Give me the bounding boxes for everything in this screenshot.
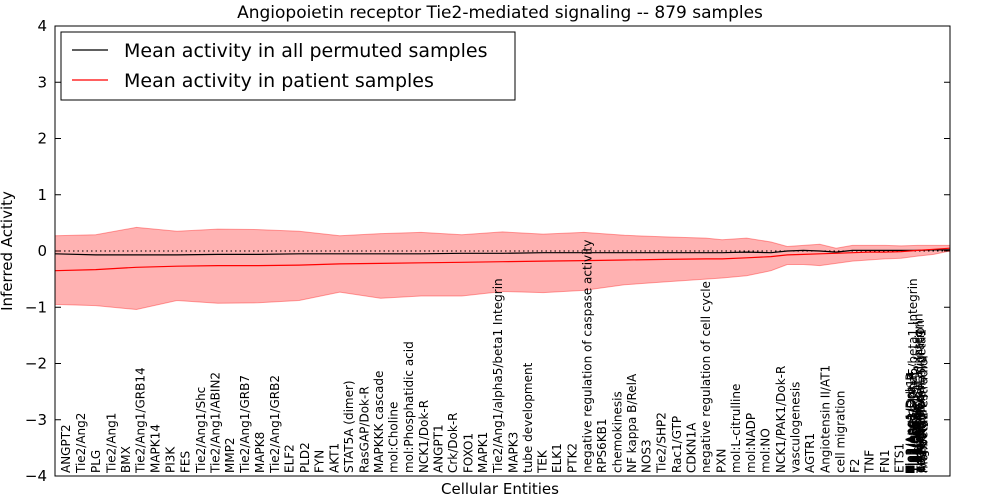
x-category-label: Angiotensin II/AT1 (819, 365, 833, 473)
x-category-label: PLD2 (298, 442, 312, 473)
x-category-label: mol:L-citrulline (729, 384, 743, 473)
x-category-label: MAPK3 (506, 432, 520, 473)
x-category-label: PXN (715, 449, 729, 473)
x-category-label: Tie2/Ang1/ABIN2 (208, 372, 222, 474)
x-category-label: PTK2 (566, 443, 580, 473)
x-category-label: RPS6KB1 (595, 418, 609, 473)
x-category-label: MMP2 (223, 437, 237, 473)
y-tick-label: 0 (37, 242, 47, 260)
legend-label-patient: Mean activity in patient samples (124, 70, 434, 92)
x-category-label: AKT1 (327, 443, 341, 473)
x-category-label: ELF2 (283, 444, 297, 473)
x-category-label: PLG (89, 450, 103, 473)
legend-label-permuted: Mean activity in all permuted samples (124, 40, 487, 62)
x-category-label: endothelial cell migration (913, 320, 927, 473)
chart-title: Angiopoietin receptor Tie2-mediated sign… (237, 3, 763, 23)
x-category-label: MAPK14 (148, 424, 162, 473)
x-category-label: Tie2/GRB14 (910, 403, 924, 475)
x-category-label: RasGAP/Dok-R (357, 386, 371, 473)
x-category-label: Tie2/Ang1/Grb14 (904, 371, 918, 474)
x-axis-title: Cellular Entities (441, 480, 559, 498)
x-category-label: Tie2/Ang1/Dok-R (903, 372, 917, 474)
x-category-label: FYN (313, 450, 327, 473)
x-category-label: TNF (863, 450, 877, 474)
x-category-label: Crk/Dok-R (446, 412, 460, 473)
x-category-label: MAPK1 (476, 432, 490, 473)
x-category-label: Tie2/Ang2/Dok-R (905, 372, 919, 474)
x-category-label: Tie2/alpha5/beta1 Integrin (911, 313, 925, 474)
x-category-label: ANGPT2 (59, 424, 73, 473)
x-axis-labels: ANGPT2 Tie2/Ang2 PLG Tie2/Ang1 BMX Tie2/Ang1/… (59, 240, 931, 474)
x-category-label: NCK1/PAK1/Dok-R (774, 366, 788, 473)
x-category-label: negative regulation of cell cycle (699, 281, 713, 473)
y-tick-label: 2 (37, 130, 47, 148)
x-category-label: NCK1/Dok-R (417, 400, 431, 473)
x-category-label: MAPK8 (253, 432, 267, 473)
x-category-label: vasculogenesis (789, 382, 803, 473)
x-category-label: F2 (848, 458, 862, 473)
legend-box (60, 31, 516, 101)
y-tick-label: −2 (25, 355, 47, 373)
x-category-label: Tie2/Grb2 (909, 414, 923, 474)
y-tick-label: −1 (25, 298, 47, 316)
x-category-label: mol:beta2-estradiol (916, 355, 930, 473)
x-category-label: AGTR1 (803, 433, 817, 473)
x-category-label: Tie2/Ang1/GRB14 (134, 367, 148, 474)
legend: Mean activity in all permuted samples Me… (60, 31, 516, 101)
y-tick-label: 1 (37, 186, 47, 204)
x-category-label: Tie2/ABIN2 (907, 407, 921, 474)
y-tick-label: −4 (25, 467, 47, 485)
x-category-label: mol:NO (758, 428, 772, 473)
x-category-label: STAT5A (dimer) (342, 380, 356, 473)
x-category-label: NF kappa B/RelA (625, 373, 639, 473)
x-category-label: mol:NADP (744, 413, 758, 473)
x-category-label: Angiostatin (916, 405, 930, 473)
x-category-label: cell adhesion (914, 394, 928, 473)
plot-frame (54, 25, 951, 477)
patient-mean-line (54, 247, 951, 272)
x-category-label: Tie2/Ang2 (74, 413, 88, 474)
x-category-label: CDKN1A (684, 422, 698, 473)
x-category-label: FES (178, 451, 192, 473)
x-category-label: mol:Phosphatidic acid (402, 341, 416, 473)
permuted-mean-line (54, 249, 950, 256)
y-tick-label: 3 (37, 73, 47, 91)
x-category-label: Tie2/Ang2/alpha5/beta1 Integrin (906, 278, 920, 474)
x-category-label: Tie2/Shc (907, 422, 921, 474)
x-category-label: ETS1 (893, 443, 907, 473)
x-category-label: Tie2/Grb7 (908, 414, 922, 474)
y-tick-label: 4 (37, 17, 47, 35)
y-axis-title: Inferred Activity (0, 191, 16, 311)
x-category-label: mol:Choline (387, 402, 401, 473)
x-category-label: Tie2/Ang1/Shc (194, 387, 208, 474)
x-category-label: Tie2/Ang1/alpha5/beta1 Integrin (491, 278, 505, 474)
x-category-label: Tie2/Ang1/GRB7 (238, 375, 252, 474)
x-category-label: chemokinesis (610, 391, 624, 473)
x-category-label: tube development (521, 362, 535, 473)
x-category-label: MAPKKK cascade (372, 371, 386, 473)
y-tick-label: −3 (25, 411, 47, 429)
x-category-label: Tie2/Dok-R (911, 407, 925, 474)
x-category-label: Tie2/SHP2 (654, 412, 668, 474)
x-category-label: BMX (119, 446, 133, 473)
x-category-label: negative regulation of caspase activity (580, 240, 594, 473)
x-category-label: TEK (536, 449, 550, 474)
x-category-label: Rac1/GTP (670, 416, 684, 473)
x-category-label: angiogenesis (912, 394, 926, 473)
x-category-label: FN1 (878, 449, 892, 473)
x-category-label: NOS3 (640, 439, 654, 473)
x-category-label: Tie2/Ang1/alpha5/beta1 (915, 329, 929, 474)
x-category-label: ANGPT1 (431, 424, 445, 473)
x-category-label: FOXO1 (462, 433, 476, 473)
x-category-label: PI3K (164, 446, 178, 473)
x-category-label: cell migration (833, 391, 847, 473)
y-axis-ticks: −4 −3 −2 −1 0 1 2 3 4 (25, 17, 950, 485)
x-category-label: ELK1 (550, 443, 564, 473)
x-category-label: Tie2/Ang1/GRB2 (268, 375, 282, 474)
x-category-label: Tie2/Ang1 (104, 413, 118, 474)
